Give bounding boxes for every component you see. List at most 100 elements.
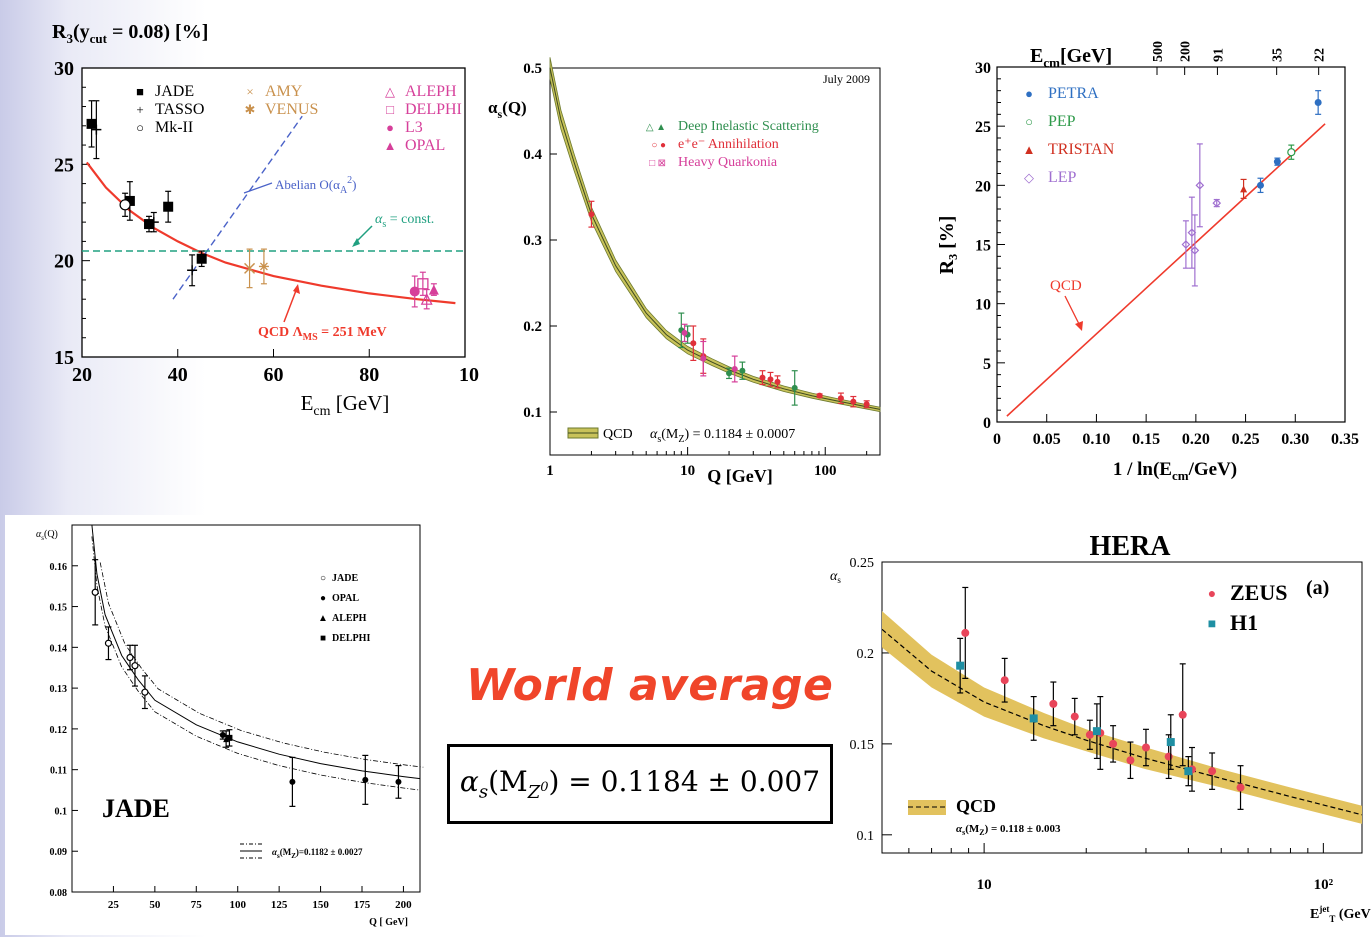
y-axis-label-part-1: s: [41, 534, 44, 542]
legend-band-formula-part-2: (M: [661, 427, 679, 442]
point-jade: [141, 688, 149, 696]
point-h1: [1092, 727, 1101, 736]
point-tasso: [91, 124, 102, 135]
point-jade: [86, 118, 97, 129]
legend-label-jade: JADE: [332, 573, 358, 584]
chart-title: R3(ycut = 0.08) [%]: [52, 21, 208, 46]
qcd-arrowhead: [1075, 321, 1083, 331]
legend-label-1: e⁺e⁻ Annihilation: [678, 137, 779, 152]
legend-label-delphi: DELPHI: [332, 633, 370, 644]
chart-jade-alphas: 0.08 0.09 0.1 0.11 0.12 0.13 0.14 0.15 0.16 25 50 7…: [0, 515, 440, 937]
top-axis-label: Ecm[GeV]: [1030, 45, 1112, 70]
point-petra: [1273, 158, 1281, 166]
y-tick-label: 0.14: [50, 643, 68, 654]
annotation-const: αs = const.: [375, 212, 434, 230]
chart-r3-vs-inv-log: 0 5 10 15 20 25 30 0 0.05 0.10 0.15 0.20 0.25 0.30 0.3…: [925, 30, 1371, 490]
point-jade: [126, 653, 134, 662]
x-axis-label-part-2: [GeV]: [331, 391, 390, 415]
chart-jade-alphas-svg: 0.08 0.09 0.1 0.11 0.12 0.13 0.14 0.15 0.16 25 50 7…: [5, 515, 437, 935]
x-tick-label: 40: [168, 364, 188, 386]
jade-big-label: JADE: [102, 794, 170, 823]
point-lep: [1181, 240, 1191, 249]
x-tick-label: 10²: [1314, 877, 1334, 893]
y-tick-label: 20: [975, 178, 991, 195]
top-tick-label: 500: [1151, 41, 1166, 62]
point-jade: [124, 195, 135, 206]
legend-band-formula-part-4: ) = 0.1184 ± 0.0007: [685, 427, 796, 442]
point-h1: [956, 661, 965, 670]
legend-marker-jade: ○: [320, 573, 326, 584]
y-tick-label: 20: [54, 251, 74, 273]
point-tasso: [148, 217, 159, 228]
legend-band-formula-part-1: s: [657, 434, 661, 445]
top-axis-label-part-1: cm: [1043, 55, 1060, 70]
legend-label-venus: VENUS: [265, 101, 318, 118]
point-zeus: [1109, 739, 1118, 748]
point-zeus: [1085, 730, 1094, 739]
y-axis-label-part-0: α: [36, 529, 42, 540]
qcd-line: [1006, 123, 1326, 417]
x-tick-label: 0.20: [1182, 431, 1210, 448]
world-average-title: World average: [466, 660, 834, 711]
legend-marker-lep: ◇: [1024, 170, 1034, 185]
chart-title: HERA: [1090, 531, 1172, 562]
point-opal: [395, 778, 402, 785]
annotation-abelian-part-3: ): [352, 177, 356, 192]
formula-rest: ) = 0.1184 ± 0.007: [548, 765, 821, 799]
point-lep: [1195, 180, 1205, 190]
world-average-formula-box: αs(MZ0) = 0.1184 ± 0.007: [447, 744, 833, 824]
annotation-abelian-arrow: [243, 182, 273, 194]
x-tick-label: 150: [312, 899, 329, 911]
legend-band-label: QCD: [956, 796, 996, 816]
y-tick-label: 30: [975, 60, 991, 77]
annotation-abelian: Abelian O(αA2): [275, 175, 357, 196]
legend-marker-h1: ■: [1208, 617, 1216, 632]
point-opal: [362, 776, 369, 783]
legend-label-pep: PEP: [1048, 113, 1076, 130]
x-tick-label: 60: [264, 364, 284, 386]
legend-label-l3: L3: [405, 119, 423, 136]
y-tick-label: 0.13: [50, 684, 68, 695]
y-tick-label: 0.5: [523, 61, 542, 77]
annotation-qcd-arrowhead: [293, 284, 300, 294]
point-jade: [91, 588, 99, 596]
legend-band-formula-part-3: Z: [678, 434, 684, 445]
point-zeus: [1126, 756, 1135, 765]
x-tick-label: 0.30: [1281, 431, 1309, 448]
panel-bg: [810, 520, 1371, 937]
legend-marker-tasso: +: [136, 102, 143, 117]
legend-label-zeus: ZEUS: [1230, 580, 1287, 605]
x-tick-label: 0.10: [1082, 431, 1110, 448]
chart-title-part-4: = 0.08): [107, 21, 175, 43]
point-e-e-: [863, 401, 870, 408]
point-opal: [289, 778, 296, 785]
y-tick-label: 0.08: [50, 888, 68, 899]
point-aleph: [420, 292, 433, 305]
formula-sub-z-text: Z: [527, 781, 541, 803]
annotation-qcd-part-0: QCD Λ: [258, 325, 303, 340]
legend-label-tasso: TASSO: [155, 101, 204, 118]
legend-band-label: QCD: [603, 427, 633, 442]
annotation-const-arrowhead: [352, 238, 360, 247]
point-zeus: [1070, 712, 1079, 721]
point-h1: [1029, 714, 1038, 723]
legend-band-formula-part-1: s: [962, 828, 965, 837]
chart-r3-vs-inv-log-svg: 0 5 10 15 20 25 30 0 0.05 0.10 0.15 0.20 0.25 0.30 0.3…: [936, 41, 1359, 483]
point-zeus: [1049, 699, 1058, 708]
legend-label-jade: JADE: [155, 83, 194, 100]
x-axis-label-part-3: (GeV): [1335, 907, 1371, 922]
annotation-const-part-2: = const.: [386, 212, 434, 227]
x-tick-label: 0.25: [1232, 431, 1260, 448]
y-tick-label: 5: [983, 356, 991, 373]
chart-title-part-2: (y: [73, 21, 90, 43]
point-zeus: [1236, 783, 1245, 792]
x-tick-label: 10: [459, 364, 479, 386]
x-tick-label: 20: [72, 364, 92, 386]
point-amy: [244, 262, 256, 274]
legend-label-0: Deep Inelastic Scattering: [678, 119, 819, 134]
point-dis: [726, 370, 733, 377]
x-tick-label: 100: [814, 463, 837, 479]
x-tick-label: 0.05: [1033, 431, 1061, 448]
fit-legend-label-part-4: )=0.1182 ± 0.0027: [296, 847, 363, 857]
